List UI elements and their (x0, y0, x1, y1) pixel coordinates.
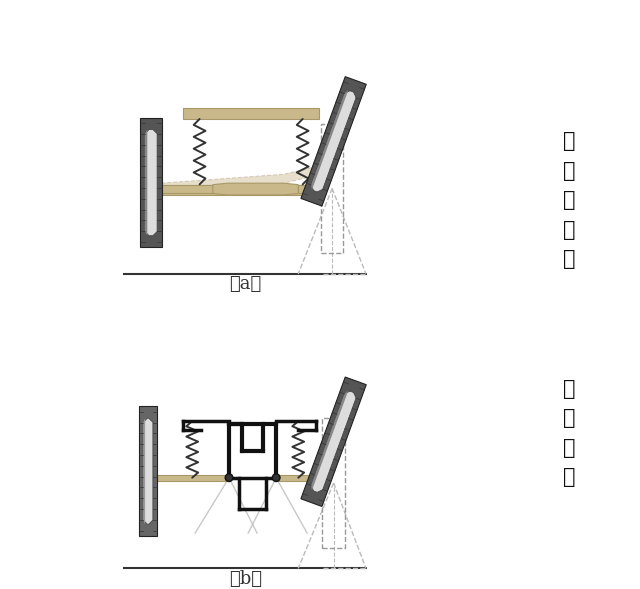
Polygon shape (301, 77, 366, 206)
Polygon shape (311, 91, 356, 192)
Text: 悬: 悬 (563, 220, 576, 240)
Polygon shape (311, 391, 356, 492)
Text: 悬: 悬 (563, 438, 576, 458)
Circle shape (273, 474, 280, 482)
Text: 立: 立 (563, 408, 576, 428)
Polygon shape (311, 391, 348, 491)
Polygon shape (161, 185, 323, 194)
Text: （b）: （b） (228, 570, 262, 588)
Polygon shape (184, 108, 319, 119)
Text: 非: 非 (563, 131, 576, 151)
Polygon shape (161, 185, 213, 193)
Polygon shape (140, 118, 162, 247)
Polygon shape (213, 183, 298, 195)
Polygon shape (143, 418, 153, 524)
Polygon shape (311, 90, 348, 190)
Text: 独: 独 (563, 161, 576, 181)
Text: 架: 架 (563, 467, 576, 487)
Text: 独: 独 (563, 379, 576, 399)
Polygon shape (298, 185, 323, 193)
Polygon shape (145, 130, 147, 236)
Polygon shape (276, 475, 323, 481)
Polygon shape (140, 406, 157, 536)
Polygon shape (143, 418, 145, 524)
Text: （a）: （a） (229, 275, 261, 293)
Polygon shape (157, 475, 229, 481)
Polygon shape (145, 130, 157, 236)
Polygon shape (161, 165, 323, 192)
Polygon shape (301, 377, 366, 507)
Text: 立: 立 (563, 190, 576, 210)
Circle shape (225, 474, 233, 482)
Text: 架: 架 (563, 249, 576, 269)
